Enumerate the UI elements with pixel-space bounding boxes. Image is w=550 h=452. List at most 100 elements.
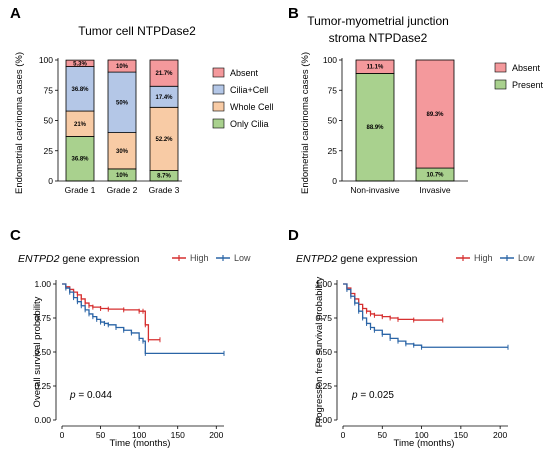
panel-c-curve-low bbox=[62, 283, 224, 355]
panel-a-legend-swatch bbox=[212, 84, 225, 95]
panel-c-title: ENTPD2 gene expression bbox=[18, 253, 140, 265]
panel-a-legend-swatch bbox=[212, 67, 225, 78]
panel-d-ytick-label: 0.50 bbox=[315, 347, 332, 357]
panel-c-curve-high bbox=[62, 283, 160, 341]
panel-b-chart: Tumor-myometrial junction stroma NTPDase… bbox=[300, 14, 544, 195]
panel-b-bar-label: 11.1% bbox=[367, 65, 384, 71]
panel-a-chart: Tumor cell NTPDase2 Endometrial carcinom… bbox=[14, 24, 274, 195]
panel-a-xtick-label: Grade 2 bbox=[107, 185, 138, 195]
panel-c-ytick-label: 0.50 bbox=[34, 347, 51, 357]
panel-b-ytick-label: 50 bbox=[328, 116, 338, 126]
panel-a-bar-segment bbox=[65, 59, 95, 67]
panel-c-ytick-label: 0.00 bbox=[34, 415, 51, 425]
panel-letter-a: A bbox=[10, 5, 21, 22]
panel-a-bar-label: 50% bbox=[116, 100, 129, 106]
panel-a-bar-label: 36.8% bbox=[71, 87, 89, 93]
panel-a-bar-label: 10% bbox=[116, 173, 129, 179]
panel-d-xtick-label: 50 bbox=[378, 430, 388, 440]
panel-a-ylabel: Endometrial carcinoma cases (%) bbox=[14, 52, 25, 194]
panel-c-ylabel: Overall survival probability bbox=[32, 296, 43, 407]
panel-a-bar-label: 21% bbox=[74, 122, 87, 128]
panel-a-ytick-label: 0 bbox=[48, 176, 53, 186]
panel-b-legend-swatch bbox=[494, 79, 507, 90]
panel-b-subtitle: stroma NTPDase2 bbox=[329, 31, 428, 45]
panel-a-bar-label: 5.3% bbox=[73, 61, 87, 67]
panel-a-bar-segment bbox=[107, 59, 137, 73]
panel-c-xtick-label: 50 bbox=[96, 430, 106, 440]
panel-d-title: ENTPD2 gene expression bbox=[296, 253, 418, 265]
panel-c-pvalue: p = 0.044 bbox=[69, 390, 112, 401]
panel-c-legend-label: Low bbox=[234, 253, 251, 263]
panel-d-title-gene: ENTPD2 bbox=[296, 253, 338, 265]
panel-b-bar-label: 10.7% bbox=[426, 173, 444, 179]
panel-b-ytick-label: 100 bbox=[323, 55, 337, 65]
panel-a-bar-label: 10% bbox=[116, 64, 129, 70]
panel-a-ytick-label: 100 bbox=[39, 55, 53, 65]
panel-c-ytick-label: 0.75 bbox=[34, 313, 51, 323]
panel-a-bar-segment bbox=[65, 110, 95, 137]
panel-a-bar-label: 17.4% bbox=[155, 95, 173, 101]
panel-a-legend-label: Whole Cell bbox=[230, 102, 274, 112]
panel-b-xtick-label: Invasive bbox=[419, 185, 450, 195]
panel-c-xlabel: Time (months) bbox=[110, 438, 171, 449]
panel-a-ytick-label: 75 bbox=[44, 85, 54, 95]
panel-a-bar-segment bbox=[149, 59, 179, 87]
panel-a-legend-label: Cilia+Cell bbox=[230, 85, 268, 95]
panel-b-bar-label: 89.3% bbox=[426, 112, 444, 118]
panel-letter-b: B bbox=[288, 5, 299, 22]
panel-d-curve-high bbox=[343, 283, 443, 321]
panel-a-bar-label: 8.7% bbox=[157, 174, 171, 180]
panel-d-xtick-label: 150 bbox=[454, 430, 468, 440]
panel-d-xtick-label: 200 bbox=[493, 430, 507, 440]
panel-a-bar-label: 36.8% bbox=[71, 157, 89, 163]
panel-a-legend-label: Only Cilia bbox=[230, 119, 269, 129]
panel-a-bar-label: 52.2% bbox=[155, 137, 173, 143]
panel-d-chart: ENTPD2 gene expression High Low Progressi… bbox=[296, 253, 535, 449]
panel-c-chart: ENTPD2 gene expression High Low Overall s… bbox=[18, 253, 251, 449]
panel-a-legend-swatch bbox=[212, 118, 225, 129]
panel-d-ytick-label: 1.00 bbox=[315, 279, 332, 289]
panel-c-ytick-label: 0.25 bbox=[34, 381, 51, 391]
panel-d-pvalue: p = 0.025 bbox=[351, 390, 394, 401]
panel-letter-d: D bbox=[288, 227, 299, 244]
panel-b-xtick-label: Non-invasive bbox=[350, 185, 399, 195]
panel-a-bar-label: 21.7% bbox=[155, 71, 173, 77]
panel-b-ylabel: Endometrial carcinoma cases (%) bbox=[300, 52, 311, 194]
panel-d-ytick-label: 0.75 bbox=[315, 313, 332, 323]
panel-d-legend-label: High bbox=[474, 253, 493, 263]
panel-c-ytick-label: 1.00 bbox=[34, 279, 51, 289]
panel-a-legend-swatch bbox=[212, 101, 225, 112]
panel-b-title: Tumor-myometrial junction bbox=[307, 14, 449, 28]
panel-a-bar-segment bbox=[149, 106, 179, 171]
panel-a-ytick-label: 50 bbox=[44, 116, 54, 126]
panel-b-legend-swatch bbox=[494, 62, 507, 73]
panel-d-ylabel: Progression free survival probability bbox=[314, 277, 325, 428]
panel-c-title-gene: ENTPD2 bbox=[18, 253, 60, 265]
panel-c-xtick-label: 150 bbox=[171, 430, 185, 440]
panel-a-xtick-label: Grade 1 bbox=[65, 185, 96, 195]
panel-d-title-rest: gene expression bbox=[337, 253, 417, 265]
panel-b-bar-segment bbox=[355, 59, 395, 74]
panel-b-ytick-label: 0 bbox=[332, 176, 337, 186]
panel-a-bar-segment bbox=[107, 71, 137, 133]
panel-c-legend-label: High bbox=[190, 253, 209, 263]
panel-b-legend-label: Present bbox=[512, 80, 544, 90]
panel-d-legend-label: Low bbox=[518, 253, 535, 263]
panel-a-legend-label: Absent bbox=[230, 68, 259, 78]
panel-c-xtick-label: 100 bbox=[132, 430, 146, 440]
panel-b-ytick-label: 25 bbox=[328, 146, 338, 156]
panel-b-ytick-label: 75 bbox=[328, 85, 338, 95]
panel-a-bar-label: 30% bbox=[116, 149, 129, 155]
panel-d-xtick-label: 0 bbox=[341, 430, 346, 440]
panel-a-xtick-label: Grade 3 bbox=[149, 185, 180, 195]
panel-b-bar-segment bbox=[415, 59, 455, 169]
panel-c-xtick-label: 200 bbox=[209, 430, 223, 440]
panel-b-legend-label: Absent bbox=[512, 63, 541, 73]
panel-a-bar-segment bbox=[65, 136, 95, 182]
panel-a-ytick-label: 25 bbox=[44, 146, 54, 156]
panel-d-xlabel: Time (months) bbox=[394, 438, 455, 449]
panel-d-ytick-label: 0.00 bbox=[315, 415, 332, 425]
panel-b-bar-label: 88.9% bbox=[366, 125, 384, 131]
panel-d-curve-low bbox=[343, 283, 508, 348]
